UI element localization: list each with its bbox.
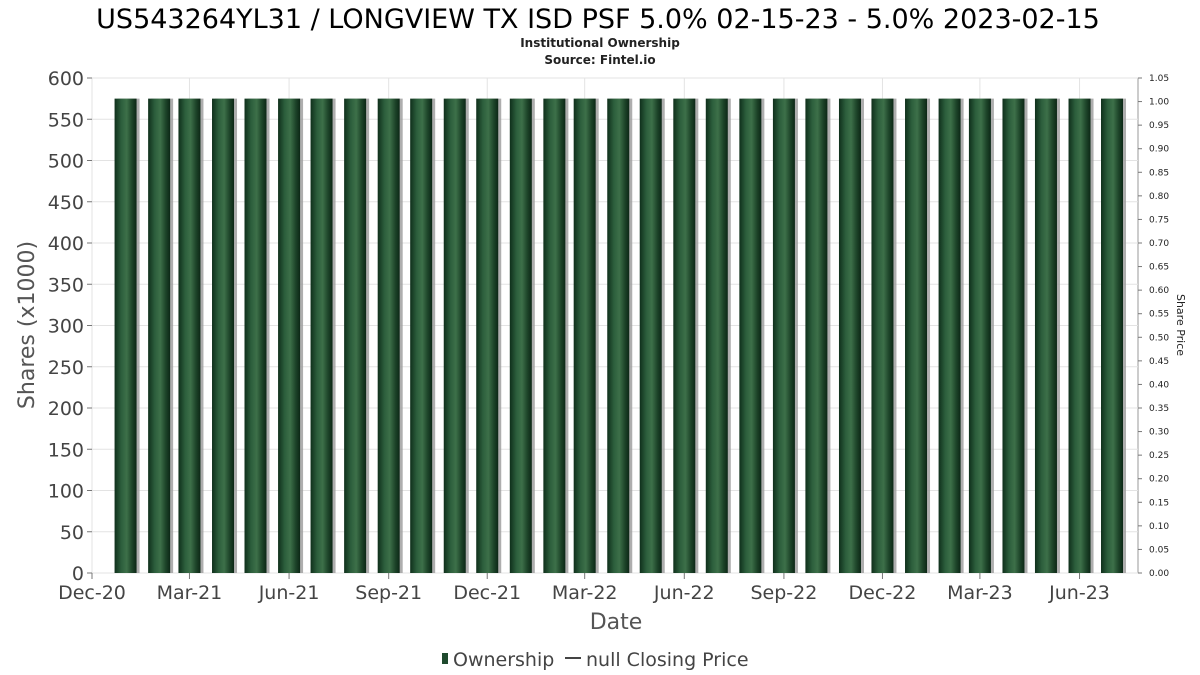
bar — [310, 98, 333, 573]
y2-tick-label: 0.80 — [1149, 192, 1169, 202]
y2-tick-label: 0.50 — [1149, 333, 1169, 343]
bar — [772, 98, 795, 573]
bar — [543, 98, 566, 573]
bar — [443, 98, 466, 573]
bar — [739, 98, 762, 573]
bar — [244, 98, 267, 573]
y2-tick-label: 0.65 — [1149, 263, 1169, 273]
chart-subtitle-line-1: Institutional Ownership — [520, 36, 680, 50]
y2-tick-label: 0.30 — [1149, 428, 1169, 438]
x-tick-label: Dec-21 — [453, 582, 521, 604]
y-tick-label: 0 — [72, 563, 84, 585]
x-tick-label: Mar-23 — [947, 582, 1013, 604]
x-tick-label: Jun-23 — [1048, 582, 1110, 604]
y-axis-left-ticks: 0 50 100 150 200 250 300 350 400 450 500 550 600 — [48, 68, 92, 585]
y2-tick-label: 0.35 — [1149, 404, 1169, 414]
bar — [1002, 98, 1025, 573]
x-tick-label: Mar-22 — [552, 582, 618, 604]
x-tick-label: Dec-20 — [58, 582, 126, 604]
bar — [410, 98, 433, 573]
y-tick-label: 200 — [48, 398, 84, 420]
bar — [838, 98, 861, 573]
x-tick-label: Sep-22 — [750, 582, 817, 604]
y2-tick-label: 0.10 — [1149, 522, 1169, 532]
bar — [509, 98, 532, 573]
y2-tick-label: 0.15 — [1149, 498, 1169, 508]
y-axis-right-ticks: 0.00 0.05 0.10 0.15 0.20 0.25 0.30 0.35 0.40 0.45… — [1138, 74, 1169, 579]
y2-tick-label: 0.95 — [1149, 121, 1169, 131]
chart-subtitle-line-2: Source: Fintel.io — [544, 53, 655, 67]
y-tick-label: 100 — [48, 481, 84, 503]
bar — [114, 98, 137, 573]
y2-tick-label: 1.05 — [1149, 74, 1169, 84]
y-tick-label: 50 — [60, 522, 84, 544]
y-tick-label: 350 — [48, 274, 84, 296]
y2-tick-label: 0.45 — [1149, 357, 1169, 367]
y2-axis-label: Share Price — [1174, 294, 1187, 356]
bar — [212, 98, 235, 573]
bar — [344, 98, 367, 573]
y-tick-label: 500 — [48, 151, 84, 173]
x-tick-label: Jun-22 — [653, 582, 715, 604]
x-tick-label: Jun-21 — [258, 582, 320, 604]
y-tick-label: 150 — [48, 439, 84, 461]
x-axis-label: Date — [590, 610, 643, 635]
y2-tick-label: 0.40 — [1149, 380, 1169, 390]
bars — [114, 98, 1127, 573]
y2-tick-label: 0.20 — [1149, 475, 1169, 485]
legend: Ownership null Closing Price — [442, 649, 749, 671]
legend-ownership-label: Ownership — [453, 649, 554, 671]
y-tick-label: 550 — [48, 109, 84, 131]
bar — [607, 98, 630, 573]
y2-tick-label: 0.60 — [1149, 286, 1169, 296]
y2-tick-label: 0.70 — [1149, 239, 1169, 249]
y-tick-label: 600 — [48, 68, 84, 90]
x-tick-label: Sep-21 — [355, 582, 422, 604]
y-tick-label: 400 — [48, 233, 84, 255]
bar — [573, 98, 596, 573]
bar — [476, 98, 499, 573]
y2-tick-label: 0.05 — [1149, 545, 1169, 555]
bar — [1034, 98, 1057, 573]
bar — [1068, 98, 1091, 573]
bar — [639, 98, 662, 573]
y-tick-label: 300 — [48, 316, 84, 338]
x-tick-label: Dec-22 — [849, 582, 917, 604]
bar — [673, 98, 696, 573]
chart-title: US543264YL31 / LONGVIEW TX ISD PSF 5.0% … — [96, 4, 1100, 35]
bar — [805, 98, 828, 573]
x-tick-label: Mar-21 — [157, 582, 223, 604]
bar — [705, 98, 728, 573]
y2-tick-label: 1.00 — [1149, 98, 1169, 108]
y-axis-label: Shares (x1000) — [15, 241, 40, 409]
y2-tick-label: 0.25 — [1149, 451, 1169, 461]
y-tick-label: 450 — [48, 192, 84, 214]
bar — [905, 98, 928, 573]
y2-tick-label: 0.75 — [1149, 215, 1169, 225]
y2-tick-label: 0.85 — [1149, 168, 1169, 178]
bar — [968, 98, 991, 573]
y2-tick-label: 0.55 — [1149, 310, 1169, 320]
y2-tick-label: 0.00 — [1149, 569, 1169, 579]
legend-closing-price-label: null Closing Price — [586, 649, 749, 671]
x-axis-ticks: Dec-20 Mar-21 Jun-21 Sep-21 Dec-21 Mar-22 Jun-… — [58, 573, 1110, 604]
bar — [871, 98, 894, 573]
bar — [1101, 98, 1124, 573]
bar — [148, 98, 171, 573]
y-tick-label: 250 — [48, 357, 84, 379]
bar — [278, 98, 301, 573]
bar — [377, 98, 400, 573]
y2-tick-label: 0.90 — [1149, 145, 1169, 155]
bar — [938, 98, 961, 573]
bar — [178, 98, 201, 573]
legend-ownership-swatch — [442, 653, 448, 664]
